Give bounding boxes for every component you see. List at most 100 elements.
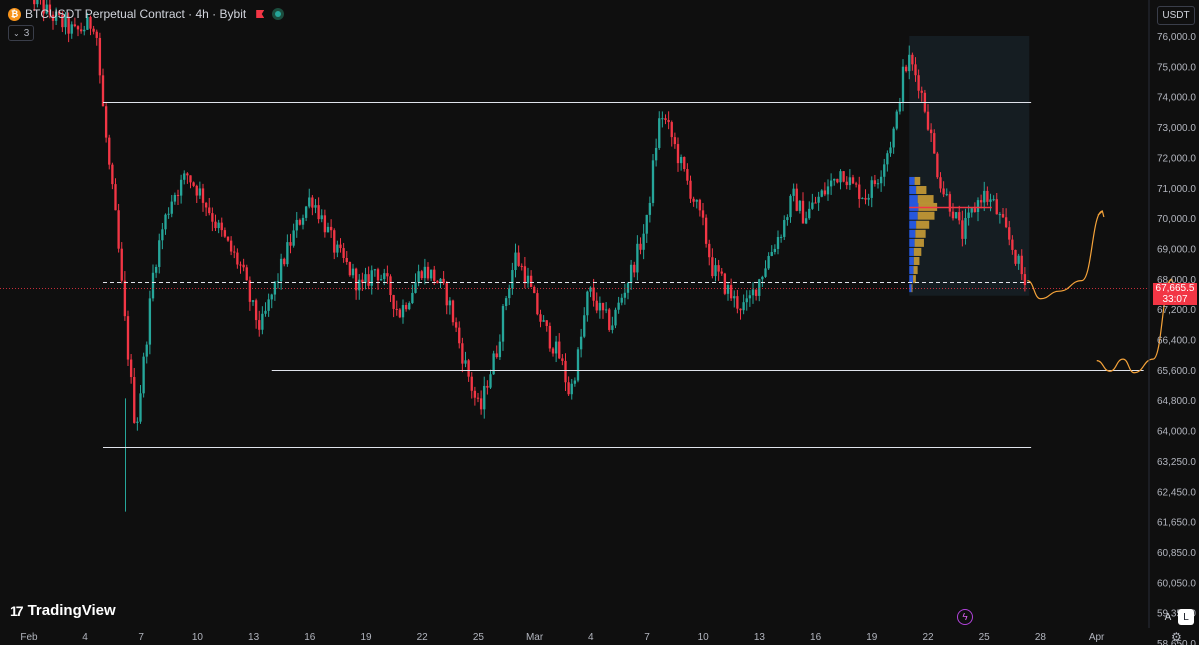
candle-body — [226, 236, 230, 241]
candle-body — [879, 176, 883, 184]
candle-body — [783, 220, 786, 237]
candle-body — [692, 198, 695, 202]
candle-body — [304, 206, 308, 218]
candle-body — [883, 164, 886, 177]
candle-body — [261, 313, 264, 330]
candle-body — [342, 248, 345, 258]
candle-body — [558, 341, 561, 359]
candle-body — [979, 200, 983, 203]
candle-body — [208, 207, 211, 214]
candle-body — [704, 217, 708, 244]
candle-body — [942, 188, 945, 195]
candle-body — [661, 118, 664, 120]
auto-scale-button[interactable]: A — [1164, 611, 1172, 623]
candle-body — [636, 243, 639, 273]
candle-body — [289, 242, 292, 246]
candle-body — [920, 90, 923, 93]
volume-profile-sell-bar — [913, 247, 922, 256]
candle-body — [379, 279, 383, 281]
lightning-icon[interactable]: ϟ — [957, 609, 973, 625]
price-tick-label: 72,000.0 — [1157, 153, 1196, 164]
candle-body — [779, 236, 783, 238]
projection-paths — [1027, 210, 1175, 374]
candle-body — [242, 264, 245, 268]
candle-body — [951, 211, 955, 219]
candle-body — [301, 217, 305, 225]
candle-body — [573, 380, 577, 384]
candle-body — [267, 299, 270, 311]
candle-body — [820, 190, 823, 197]
candle-body — [179, 179, 183, 196]
candle-body — [495, 353, 498, 358]
candle-body — [992, 199, 995, 201]
log-scale-button[interactable]: L — [1178, 609, 1194, 625]
candle-body — [676, 144, 680, 164]
price-tick-label: 76,000.0 — [1157, 32, 1196, 43]
candle-body — [814, 202, 817, 204]
candle-body — [401, 305, 405, 318]
candle-body — [248, 280, 252, 302]
candle-body — [67, 16, 70, 34]
candle-body — [458, 327, 461, 344]
volume-profile-buy-bar — [909, 238, 915, 247]
candle-body — [801, 200, 805, 224]
candle-body — [873, 180, 877, 184]
candle-body — [451, 300, 455, 323]
tradingview-logo[interactable]: 17 TradingView — [10, 602, 116, 619]
candle-body — [848, 177, 852, 186]
candle-body — [236, 252, 239, 265]
candle-body — [967, 212, 970, 219]
candle-body — [720, 271, 723, 274]
currency-selector[interactable]: USDT — [1157, 6, 1195, 25]
candle-body — [595, 300, 598, 311]
candle-body — [664, 118, 667, 121]
price-axis[interactable]: 76,000.0 75,000.0 74,000.0 73,000.0 72,000.0… — [1157, 32, 1196, 645]
candle-body — [1023, 274, 1027, 286]
candle-body — [395, 308, 398, 310]
candle-body — [336, 244, 339, 253]
candle-body — [929, 129, 933, 134]
candle-body — [561, 358, 564, 361]
candle-body — [145, 344, 148, 357]
candle-body — [961, 220, 964, 239]
candle-body — [211, 213, 214, 222]
candle-body — [851, 177, 855, 184]
candle-body — [658, 118, 661, 148]
time-axis[interactable]: Feb 4 7 10 13 16 19 22 25 Mar 4 7 10 13 16 19 22 25 28 Apr — [20, 632, 1105, 643]
candle-body — [158, 240, 161, 267]
candle-body — [445, 283, 448, 306]
candle-body — [964, 218, 967, 239]
candle-body — [670, 122, 673, 138]
candle-body — [79, 29, 83, 32]
time-tick-label: 4 — [82, 632, 88, 643]
symbol-title[interactable]: BTCUSDT Perpetual Contract · 4h · Bybit — [25, 7, 247, 21]
candle-body — [408, 303, 411, 310]
candle-body — [833, 178, 836, 181]
candle-body — [33, 0, 36, 5]
candle-body — [536, 293, 539, 315]
candle-body — [698, 199, 702, 211]
volume-profile-sell-bar — [913, 266, 918, 275]
candle-body — [317, 205, 320, 220]
candle-body — [754, 289, 758, 296]
gear-icon[interactable]: ⚙ — [1171, 630, 1182, 644]
candle-body — [154, 266, 158, 273]
candle-body — [567, 382, 570, 395]
candle-body — [836, 178, 839, 183]
candle-body — [461, 343, 464, 364]
candle-body — [454, 322, 458, 328]
projection-path[interactable] — [1096, 278, 1173, 374]
flag-icon[interactable] — [256, 10, 265, 18]
projection-path[interactable] — [1027, 210, 1103, 300]
candle-body — [623, 292, 627, 298]
indicator-count: 3 — [23, 27, 30, 39]
candle-body — [1020, 255, 1023, 275]
candle-body — [217, 222, 220, 229]
candle-body — [770, 251, 773, 256]
candle-body — [404, 305, 408, 310]
price-tick-label: 69,000.0 — [1157, 244, 1196, 255]
indicators-toggle[interactable]: ⌄ 3 — [8, 25, 35, 41]
candle-body — [742, 302, 745, 311]
candle-body — [161, 229, 164, 241]
